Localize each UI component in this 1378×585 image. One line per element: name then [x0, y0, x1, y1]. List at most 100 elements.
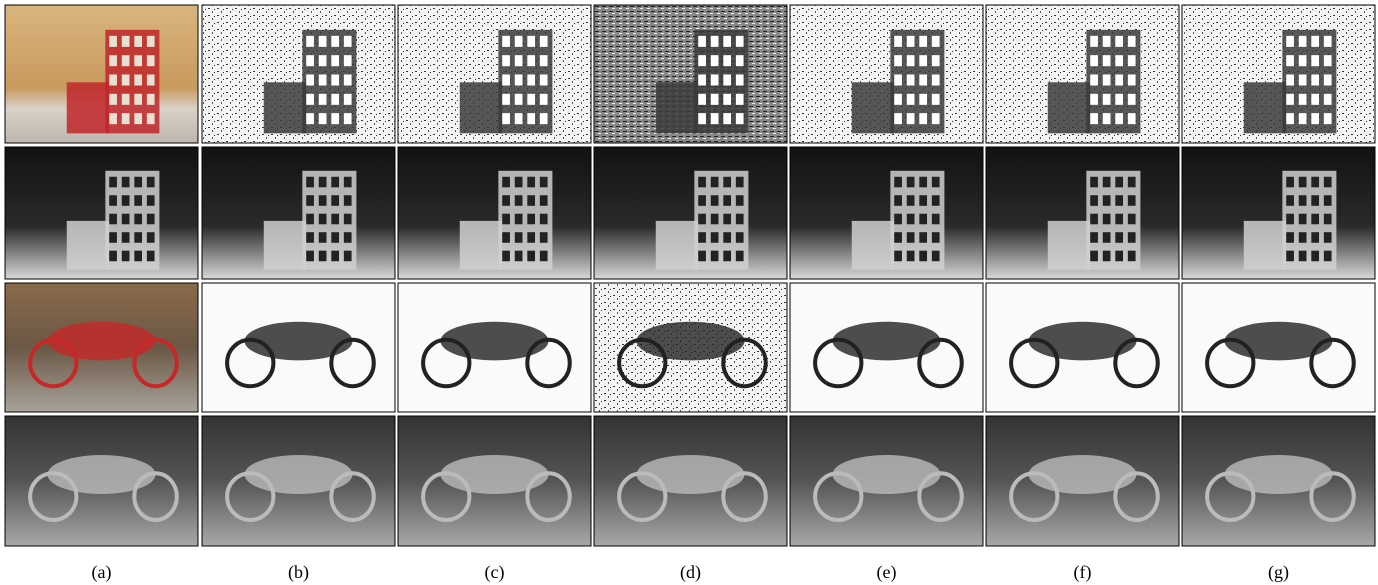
hole — [894, 251, 902, 262]
object — [47, 455, 155, 494]
hole — [1128, 232, 1136, 243]
hole — [1090, 214, 1098, 225]
hole — [502, 214, 510, 225]
hole — [515, 195, 523, 206]
image-panel — [986, 283, 1179, 412]
hole — [1311, 36, 1319, 47]
hole — [711, 94, 719, 105]
hole — [1128, 177, 1136, 188]
hole — [147, 195, 155, 206]
hole — [698, 113, 706, 124]
hole — [736, 94, 744, 105]
hole — [306, 232, 314, 243]
hole — [515, 214, 523, 225]
hole — [319, 232, 327, 243]
panel-label: (a) — [92, 562, 112, 583]
hole — [319, 36, 327, 47]
hole — [1090, 36, 1098, 47]
image-panel — [5, 147, 198, 279]
hole — [1128, 94, 1136, 105]
hole — [122, 195, 130, 206]
hole — [331, 55, 339, 66]
hole — [1324, 251, 1332, 262]
hole — [147, 94, 155, 105]
hole — [1324, 177, 1332, 188]
hole — [147, 55, 155, 66]
hole — [698, 177, 706, 188]
image-panel — [5, 5, 198, 143]
hole — [1103, 214, 1111, 225]
hole — [1090, 177, 1098, 188]
hole — [711, 195, 719, 206]
hole — [723, 36, 731, 47]
hole — [515, 113, 523, 124]
hole — [736, 55, 744, 66]
hole — [134, 74, 142, 85]
hole — [711, 74, 719, 85]
hole — [1299, 94, 1307, 105]
hole — [502, 55, 510, 66]
image-panel — [986, 416, 1179, 546]
image-panel — [202, 147, 395, 279]
hole — [1115, 94, 1123, 105]
hole — [1128, 55, 1136, 66]
hole — [109, 251, 117, 262]
hole — [122, 74, 130, 85]
object — [460, 82, 502, 133]
image-panel — [202, 416, 395, 546]
hole — [907, 251, 915, 262]
image-panel — [398, 5, 591, 143]
hole — [723, 177, 731, 188]
hole — [932, 74, 940, 85]
hole — [1286, 36, 1294, 47]
object — [852, 221, 894, 270]
hole — [1128, 195, 1136, 206]
hole — [1128, 36, 1136, 47]
hole — [134, 177, 142, 188]
image-panel — [594, 283, 787, 412]
hole — [1286, 113, 1294, 124]
hole — [540, 113, 548, 124]
hole — [1311, 214, 1319, 225]
image-panel — [1182, 5, 1375, 143]
hole — [540, 36, 548, 47]
hole — [919, 113, 927, 124]
image-panel — [1182, 416, 1375, 546]
hole — [919, 55, 927, 66]
hole — [515, 94, 523, 105]
hole — [932, 214, 940, 225]
hole — [1299, 74, 1307, 85]
hole — [540, 232, 548, 243]
hole — [919, 214, 927, 225]
hole — [711, 113, 719, 124]
image-panel — [398, 416, 591, 546]
hole — [527, 232, 535, 243]
hole — [1115, 214, 1123, 225]
hole — [723, 214, 731, 225]
hole — [1286, 94, 1294, 105]
image-panel — [202, 283, 395, 412]
hole — [319, 94, 327, 105]
hole — [907, 55, 915, 66]
hole — [1311, 232, 1319, 243]
hole — [1324, 214, 1332, 225]
hole — [919, 36, 927, 47]
hole — [502, 177, 510, 188]
hole — [527, 74, 535, 85]
hole — [932, 94, 940, 105]
hole — [1103, 36, 1111, 47]
hole — [894, 94, 902, 105]
hole — [527, 55, 535, 66]
hole — [919, 251, 927, 262]
hole — [723, 55, 731, 66]
object — [852, 82, 894, 133]
hole — [331, 214, 339, 225]
hole — [919, 177, 927, 188]
hole — [932, 113, 940, 124]
hole — [698, 251, 706, 262]
hole — [502, 232, 510, 243]
image-panel — [1182, 283, 1375, 412]
image-panel — [5, 283, 198, 412]
hole — [331, 113, 339, 124]
hole — [502, 36, 510, 47]
